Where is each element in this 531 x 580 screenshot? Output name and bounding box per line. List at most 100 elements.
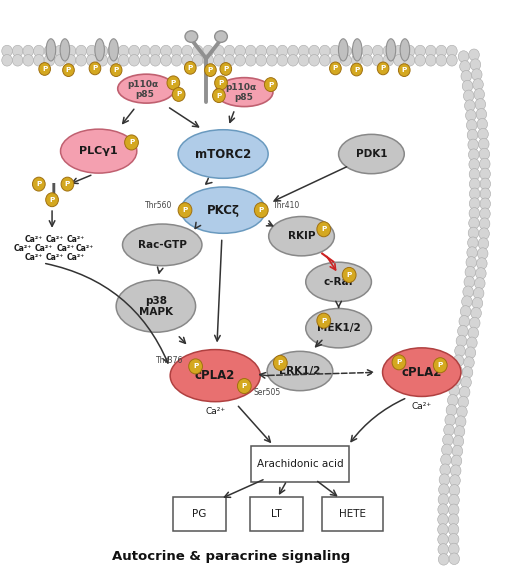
Circle shape xyxy=(456,416,466,427)
Circle shape xyxy=(476,268,486,279)
Circle shape xyxy=(441,454,451,466)
Circle shape xyxy=(235,45,245,57)
Circle shape xyxy=(97,45,108,57)
Text: Ca²⁺: Ca²⁺ xyxy=(75,244,93,253)
Circle shape xyxy=(372,45,383,57)
Circle shape xyxy=(436,45,447,57)
Circle shape xyxy=(12,45,23,57)
Text: Ca²⁺: Ca²⁺ xyxy=(56,244,74,253)
Circle shape xyxy=(476,108,486,120)
Circle shape xyxy=(267,55,277,66)
Text: RKIP: RKIP xyxy=(288,231,315,241)
Circle shape xyxy=(452,365,463,376)
Circle shape xyxy=(415,45,425,57)
FancyBboxPatch shape xyxy=(173,497,226,531)
Text: P: P xyxy=(176,92,181,97)
Circle shape xyxy=(167,76,179,90)
Circle shape xyxy=(468,237,478,249)
Text: Ca²⁺: Ca²⁺ xyxy=(67,234,85,244)
Circle shape xyxy=(478,138,489,150)
Circle shape xyxy=(182,45,192,57)
Circle shape xyxy=(12,55,23,66)
Circle shape xyxy=(161,45,171,57)
Circle shape xyxy=(442,434,453,445)
Circle shape xyxy=(140,55,150,66)
Circle shape xyxy=(478,238,489,249)
Text: P: P xyxy=(65,181,70,187)
Text: P: P xyxy=(171,80,176,86)
Ellipse shape xyxy=(306,309,371,348)
Circle shape xyxy=(459,386,470,398)
Ellipse shape xyxy=(382,348,461,397)
Text: P: P xyxy=(259,207,264,213)
Circle shape xyxy=(469,178,480,190)
Ellipse shape xyxy=(267,351,333,391)
Text: LT: LT xyxy=(271,509,281,519)
Circle shape xyxy=(267,45,277,57)
Ellipse shape xyxy=(109,39,118,61)
Circle shape xyxy=(235,55,245,66)
Circle shape xyxy=(189,359,202,374)
Text: P: P xyxy=(321,226,327,232)
Circle shape xyxy=(444,424,455,436)
Circle shape xyxy=(245,55,256,66)
Circle shape xyxy=(473,288,484,299)
Circle shape xyxy=(33,45,44,57)
Circle shape xyxy=(277,45,288,57)
Text: P: P xyxy=(42,66,47,72)
Circle shape xyxy=(439,484,449,495)
Circle shape xyxy=(450,375,461,386)
Circle shape xyxy=(469,168,480,180)
Circle shape xyxy=(464,90,474,102)
Circle shape xyxy=(87,55,97,66)
Circle shape xyxy=(65,55,76,66)
Circle shape xyxy=(459,316,469,327)
Circle shape xyxy=(393,55,404,66)
Text: Ca²⁺: Ca²⁺ xyxy=(24,253,42,262)
Circle shape xyxy=(439,474,450,485)
Circle shape xyxy=(470,59,481,70)
Circle shape xyxy=(460,306,471,317)
Text: MEK1/2: MEK1/2 xyxy=(316,323,361,333)
Circle shape xyxy=(442,444,452,456)
Text: Thr410: Thr410 xyxy=(273,201,301,210)
Text: Ca²⁺: Ca²⁺ xyxy=(46,234,64,244)
Circle shape xyxy=(453,436,464,447)
Circle shape xyxy=(341,55,352,66)
Text: I: I xyxy=(51,183,56,198)
Text: Ca²⁺: Ca²⁺ xyxy=(24,234,42,244)
Circle shape xyxy=(264,78,277,92)
Ellipse shape xyxy=(123,224,202,266)
Circle shape xyxy=(438,534,448,545)
Circle shape xyxy=(171,55,182,66)
Circle shape xyxy=(171,45,182,57)
Circle shape xyxy=(450,465,461,477)
Circle shape xyxy=(454,426,465,437)
Circle shape xyxy=(55,45,65,57)
Circle shape xyxy=(182,55,192,66)
Circle shape xyxy=(108,45,118,57)
Text: P: P xyxy=(223,66,228,72)
Circle shape xyxy=(352,55,362,66)
Text: p85: p85 xyxy=(234,93,253,103)
Circle shape xyxy=(466,110,476,121)
Text: Ca²⁺: Ca²⁺ xyxy=(205,407,225,416)
Text: P: P xyxy=(49,197,55,203)
Circle shape xyxy=(203,45,213,57)
Text: PKCζ: PKCζ xyxy=(207,204,239,217)
Circle shape xyxy=(404,45,415,57)
Circle shape xyxy=(451,455,462,467)
Circle shape xyxy=(458,51,469,62)
Text: p85: p85 xyxy=(135,90,154,99)
Circle shape xyxy=(449,494,459,506)
Text: P: P xyxy=(354,67,359,72)
Circle shape xyxy=(362,55,372,66)
Circle shape xyxy=(477,248,488,259)
Text: P: P xyxy=(92,66,98,71)
Text: Ca²⁺: Ca²⁺ xyxy=(46,253,64,262)
Text: Ca²⁺: Ca²⁺ xyxy=(67,253,85,262)
Ellipse shape xyxy=(116,280,195,332)
Circle shape xyxy=(467,246,477,258)
Text: P: P xyxy=(268,82,273,88)
Circle shape xyxy=(377,62,389,75)
